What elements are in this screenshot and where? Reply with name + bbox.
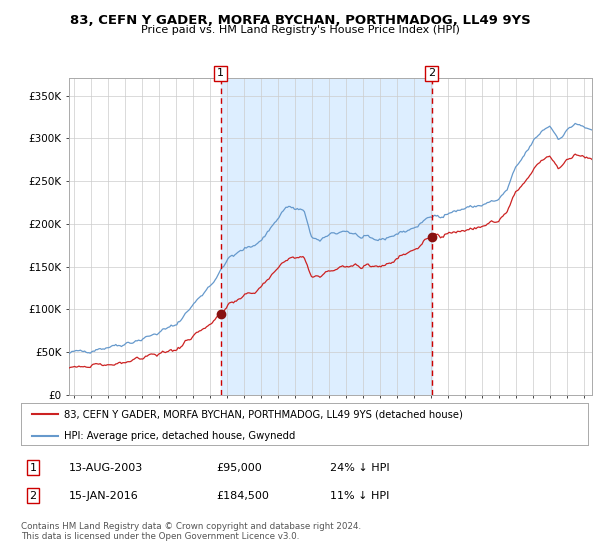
Text: HPI: Average price, detached house, Gwynedd: HPI: Average price, detached house, Gwyn… <box>64 431 295 441</box>
Text: 83, CEFN Y GADER, MORFA BYCHAN, PORTHMADOG, LL49 9YS: 83, CEFN Y GADER, MORFA BYCHAN, PORTHMAD… <box>70 14 530 27</box>
Text: 1: 1 <box>217 68 224 78</box>
Text: 2: 2 <box>428 68 435 78</box>
Text: 11% ↓ HPI: 11% ↓ HPI <box>330 491 389 501</box>
Text: 15-JAN-2016: 15-JAN-2016 <box>69 491 139 501</box>
Text: Price paid vs. HM Land Registry's House Price Index (HPI): Price paid vs. HM Land Registry's House … <box>140 25 460 35</box>
Text: 2: 2 <box>29 491 37 501</box>
Text: 1: 1 <box>29 463 37 473</box>
Text: 83, CEFN Y GADER, MORFA BYCHAN, PORTHMADOG, LL49 9YS (detached house): 83, CEFN Y GADER, MORFA BYCHAN, PORTHMAD… <box>64 409 463 419</box>
Text: 24% ↓ HPI: 24% ↓ HPI <box>330 463 389 473</box>
Text: £95,000: £95,000 <box>216 463 262 473</box>
Text: 13-AUG-2003: 13-AUG-2003 <box>69 463 143 473</box>
Text: Contains HM Land Registry data © Crown copyright and database right 2024.
This d: Contains HM Land Registry data © Crown c… <box>21 522 361 542</box>
Text: £184,500: £184,500 <box>216 491 269 501</box>
Bar <box>221 78 431 395</box>
